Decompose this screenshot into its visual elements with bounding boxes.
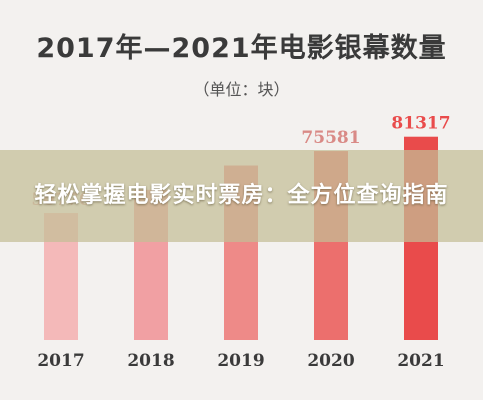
banner-title: 轻松掌握电影实时票房：全方位查询指南 bbox=[34, 183, 449, 208]
x-tick-2018: 2018 bbox=[127, 351, 174, 371]
overlay-banner: 轻松掌握电影实时票房：全方位查询指南 bbox=[0, 150, 483, 242]
value-label-2021: 81317 bbox=[391, 114, 450, 134]
x-tick-2019: 2019 bbox=[217, 351, 264, 371]
x-tick-2020: 2020 bbox=[307, 351, 354, 371]
chart-title: 2017年—2021年电影银幕数量 bbox=[36, 33, 447, 64]
x-tick-2021: 2021 bbox=[397, 351, 444, 371]
value-label-2020: 75581 bbox=[301, 128, 360, 148]
chart-subtitle: （单位：块） bbox=[193, 80, 290, 99]
x-tick-2017: 2017 bbox=[37, 351, 84, 371]
